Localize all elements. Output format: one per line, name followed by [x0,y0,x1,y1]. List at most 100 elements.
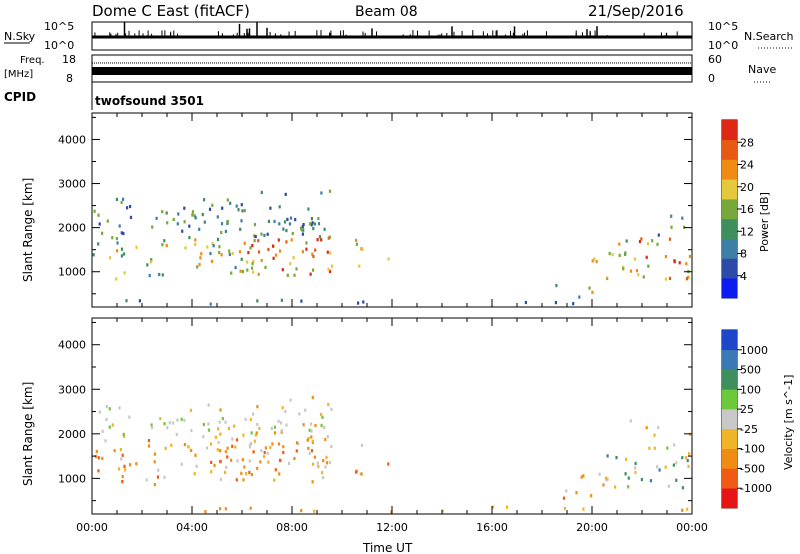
heatmap-cell [362,300,365,304]
heatmap-cell [108,425,111,429]
heatmap-cell [361,247,364,251]
heatmap-cell [120,200,123,205]
heatmap-cell [681,486,684,490]
heatmap-cell [122,432,125,436]
heatmap-cell [657,233,660,237]
heatmap-cell [95,450,98,454]
heatmap-cell [306,438,309,442]
heatmap-cell [293,456,296,461]
colorbar-tick-label: 12 [740,225,754,238]
heatmap-cell [591,259,594,263]
heatmap-cell [316,238,319,242]
heatmap-cell [289,216,293,220]
freq-trace [92,67,692,75]
heatmap-cell [153,460,156,464]
heatmap-cell [390,510,393,514]
heatmap-cell [358,264,361,268]
heatmap-cell [634,470,637,474]
heatmap-cell [320,238,323,242]
heatmap-cell [269,206,272,210]
velocity-colorbar-label: Velocity [m s^-1] [782,375,795,470]
heatmap-cell [183,206,186,210]
heatmap-cell [234,445,237,449]
heatmap-cell [176,222,179,226]
nave-tick-bottom: 0 [708,72,715,85]
heatmap-cell [278,222,281,226]
heatmap-cell [104,439,107,443]
heatmap-cell [166,221,169,225]
heatmap-cell [219,408,222,412]
heatmap-cell [122,252,126,256]
heatmap-cell [492,505,495,509]
heatmap-cell [273,478,276,482]
heatmap-cell [221,206,224,210]
heatmap-cell [263,455,266,459]
heatmap-cell [240,471,243,475]
nsky-spikes [94,22,678,37]
heatmap-cell [314,423,317,428]
heatmap-cell [190,448,193,452]
heatmap-cell [194,242,197,246]
heatmap-cell [681,216,684,220]
heatmap-cell [138,299,141,303]
heatmap-cell [220,230,223,235]
heatmap-cell [572,302,575,306]
colorbar-segment [722,389,737,410]
heatmap-cell [239,269,242,273]
heatmap-cell [247,251,250,255]
colorbar-segment [722,179,737,200]
heatmap-cell [625,239,628,243]
heatmap-cell [305,241,308,245]
heatmap-cell [267,460,270,464]
heatmap-cell [323,227,326,231]
heatmap-cell [124,468,127,472]
power-y-ticks: 1000 2000 3000 4000 [58,116,692,295]
heatmap-cell [244,417,247,421]
colorbar-tick-label: 16 [740,203,754,216]
heatmap-cell [115,277,118,281]
heatmap-cell [656,465,659,469]
heatmap-cell [113,449,116,453]
heatmap-cell [165,243,168,248]
heatmap-cell [147,444,151,448]
power-heatmap [92,189,691,306]
heatmap-cell [387,462,390,466]
power-colorbar: 4 8 12 16 20 24 28 [722,120,754,299]
heatmap-cell [278,249,282,253]
heatmap-cell [263,451,266,455]
heatmap-cell [123,464,126,468]
beam-title: Beam 08 [355,4,418,20]
heatmap-cell [109,256,112,260]
heatmap-cell [274,253,278,257]
x-axis-label: Time UT [362,541,413,554]
heatmap-cell [206,245,209,249]
heatmap-cell [120,254,123,258]
heatmap-cell [234,266,237,270]
heatmap-cell [278,205,281,209]
heatmap-cell [250,431,253,435]
colorbar-segment [722,349,737,370]
heatmap-cell [288,461,291,465]
heatmap-cell [135,462,138,466]
heatmap-cell [688,254,691,258]
heatmap-cell [224,420,227,424]
heatmap-cell [313,509,316,513]
heatmap-cell [290,238,293,242]
heatmap-cell [618,242,621,246]
heatmap-cell [278,472,281,476]
heatmap-cell [198,263,201,267]
heatmap-cell [180,417,183,421]
heatmap-cell [277,238,280,242]
heatmap-cell [637,273,640,277]
colorbar-segment [722,409,737,430]
heatmap-cell [252,270,255,274]
nsky-right-tick-bottom: 10^0 [708,39,738,52]
power-ylabel: Slant Range [km] [21,178,35,282]
heatmap-cell [254,235,257,239]
heatmap-cell [317,217,320,221]
heatmap-cell [235,438,239,442]
heatmap-cell [622,267,625,271]
heatmap-cell [656,242,659,246]
colorbar-segment [722,448,737,469]
heatmap-cell [219,477,222,481]
